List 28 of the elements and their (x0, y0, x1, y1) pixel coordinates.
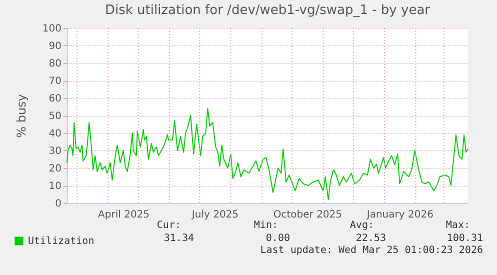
line-series (66, 108, 468, 200)
text: 0.00 (266, 233, 290, 244)
x-tick-label: April 2025 (98, 210, 150, 220)
y-tick-label: 10 (48, 181, 62, 192)
y-tick-label: 90 (48, 41, 62, 52)
x-tick-label: July 2025 (190, 210, 239, 220)
text: Last update: Wed Mar 25 01:00:23 2026 (260, 245, 483, 256)
y-tick-label: 80 (48, 58, 62, 70)
legend-label: Utilization (28, 236, 94, 247)
y-tick-label: 40 (48, 128, 62, 140)
y-tick-label: 50 (48, 111, 62, 122)
text: Min: (254, 220, 278, 231)
text: Cur: (156, 220, 181, 231)
chart-title: Disk utilization for /dev/web1-vg/swap_1 - by year (104, 3, 431, 18)
y-tick-label: 20 (48, 164, 62, 174)
x-tick-label: October 2025 (273, 210, 342, 220)
y-tick-label: 0 (55, 198, 62, 210)
text: Max: (446, 220, 470, 231)
text: Avg: (350, 220, 374, 231)
text: 100.31 (446, 233, 483, 244)
text: 22.53 (356, 233, 386, 244)
y-tick-label: 100 (42, 24, 62, 34)
y-tick-label: 30 (48, 146, 62, 157)
y-axis-title: % busy (14, 94, 28, 138)
text: 31.34 (164, 233, 194, 244)
x-tick-label: January 2026 (366, 210, 434, 220)
y-tick-label: 60 (48, 94, 62, 104)
y-tick-label: 70 (48, 76, 62, 87)
